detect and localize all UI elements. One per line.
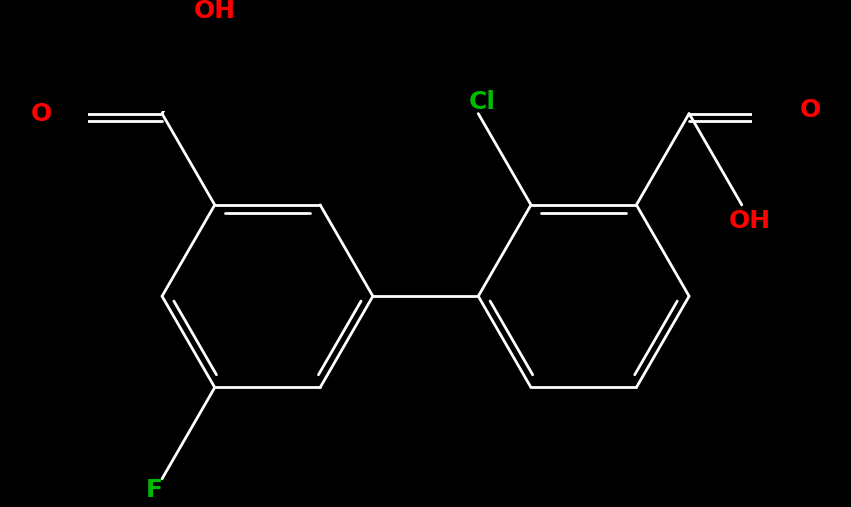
Text: OH: OH — [728, 208, 771, 233]
Text: O: O — [31, 101, 52, 126]
Text: OH: OH — [194, 0, 236, 23]
Text: F: F — [146, 479, 163, 502]
Text: Cl: Cl — [469, 90, 495, 114]
Text: O: O — [799, 98, 820, 122]
